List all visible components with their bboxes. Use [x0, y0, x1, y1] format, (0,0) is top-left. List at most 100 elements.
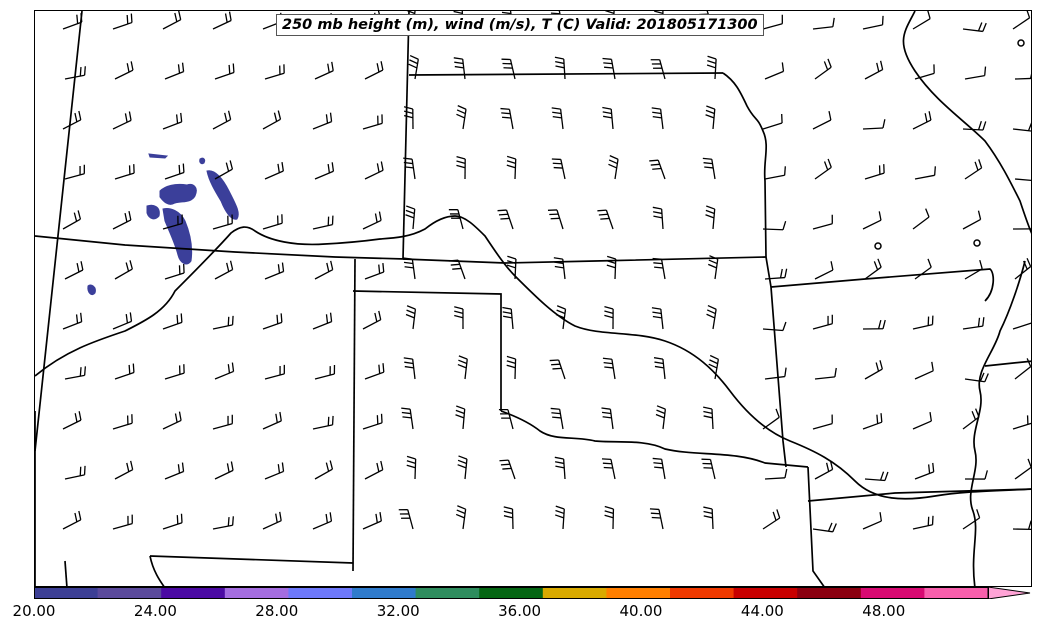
wind-barb — [62, 510, 82, 530]
wind-barb — [1012, 228, 1031, 230]
wind-barb — [914, 166, 936, 180]
wind-shading-patch — [199, 157, 206, 165]
colorbar-tick-label: 20.00 — [12, 602, 56, 620]
wind-barb — [964, 66, 987, 80]
wind-barb — [814, 367, 837, 380]
map-title: 250 mb height (m), wind (m/s), T (C) Val… — [276, 14, 764, 36]
wind-barb — [814, 460, 834, 480]
colorbar-segment — [288, 587, 353, 599]
wind-barb — [964, 372, 989, 383]
wind-barb — [862, 15, 884, 30]
wind-barb — [164, 163, 185, 180]
wind-barb — [962, 22, 987, 33]
wind-barb — [456, 155, 466, 180]
wind-barb — [401, 407, 414, 430]
colorbar-segment — [924, 587, 989, 599]
wind-barb — [162, 313, 183, 330]
wind-barb — [403, 257, 416, 280]
wind-barb — [602, 357, 616, 380]
wind-barb — [764, 468, 788, 480]
colorbar-segment — [606, 587, 671, 599]
state-borders — [35, 11, 1031, 586]
wind-barb — [764, 166, 786, 180]
wind-barb — [62, 110, 82, 130]
border-line — [765, 256, 787, 468]
wind-barb — [114, 363, 135, 380]
wind-barb — [214, 160, 234, 180]
border-line — [35, 215, 1031, 500]
wind-barb — [914, 258, 932, 280]
wind-barb — [651, 107, 664, 130]
colorbar-segment — [415, 587, 480, 599]
colorbar-tick-label: 24.00 — [133, 602, 177, 620]
wind-barb — [812, 414, 833, 430]
wind-barb — [812, 214, 833, 230]
wind-barb — [864, 471, 889, 482]
wind-barb — [862, 413, 883, 430]
wind-barb — [705, 205, 716, 230]
wind-barb — [1014, 458, 1031, 480]
wind-barb — [554, 505, 565, 530]
wind-barb — [864, 60, 884, 80]
wind-barb — [1012, 520, 1031, 531]
wind-barb — [762, 321, 787, 332]
wind-barb — [864, 360, 883, 380]
wind-shading-patch — [146, 204, 160, 220]
wind-barb — [314, 162, 335, 180]
wind-barb — [212, 110, 232, 130]
wind-barb — [214, 461, 234, 480]
wind-barb — [962, 210, 982, 230]
wind-barb — [707, 255, 719, 280]
wind-barb — [499, 459, 516, 480]
wind-barb — [406, 455, 417, 480]
map-panel — [34, 10, 1032, 587]
wind-barb — [912, 11, 931, 30]
wind-barb — [262, 313, 283, 330]
wind-barb — [764, 62, 785, 80]
colorbar-segment — [352, 587, 417, 599]
wind-barb — [164, 62, 185, 80]
wind-barb — [498, 408, 514, 430]
wind-barb — [705, 105, 716, 130]
border-line — [35, 235, 406, 260]
wind-barb — [964, 259, 983, 280]
wind-barb — [405, 205, 416, 230]
colorbar-outline — [34, 587, 989, 599]
wind-barb — [604, 505, 615, 530]
wind-barb — [962, 509, 981, 530]
wind-barb — [608, 155, 619, 180]
wind-barb — [597, 209, 614, 230]
wind-barb — [762, 14, 783, 30]
wind-barb — [112, 414, 133, 430]
wind-barb — [264, 64, 285, 80]
wind-barb — [652, 206, 664, 230]
wind-barb — [912, 412, 932, 430]
wind-barb — [264, 262, 285, 280]
wind-barb — [655, 405, 667, 430]
wind-barb — [64, 465, 86, 480]
wind-barb — [706, 55, 717, 80]
wind-barb — [1014, 258, 1031, 280]
colorbar-segment — [797, 587, 862, 599]
wind-barb — [114, 260, 133, 280]
wind-barb — [364, 161, 384, 180]
wind-barb — [551, 107, 564, 130]
border-line — [149, 555, 354, 564]
wind-barb — [162, 513, 183, 530]
wind-barb — [506, 255, 517, 280]
lake-marker — [1017, 39, 1025, 47]
wind-barb — [164, 462, 185, 480]
wind-shading-patch — [87, 284, 96, 296]
wind-barb — [112, 312, 133, 330]
colorbar-tick-label: 32.00 — [376, 602, 420, 620]
colorbar-segment — [733, 587, 798, 599]
wind-barb — [62, 210, 82, 230]
wind-barb — [962, 408, 980, 430]
wind-barb — [501, 58, 516, 80]
wind-barb — [914, 64, 935, 80]
wind-barb — [554, 456, 566, 480]
colorbar-segment — [670, 587, 735, 599]
border-line — [984, 360, 1031, 367]
wind-barb — [652, 457, 666, 480]
map-canvas — [35, 11, 1031, 586]
